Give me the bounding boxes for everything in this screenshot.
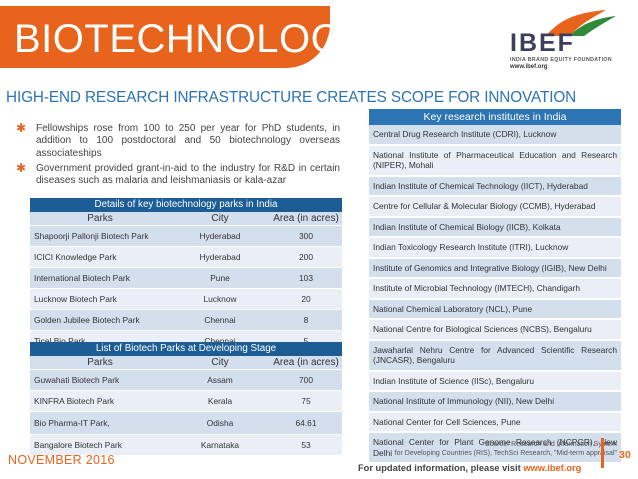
page-title: BIOTECHNOLOGY [14,17,370,61]
list-item: National Institute of Immunology (NII), … [369,392,621,413]
table-caption: List of Biotech Parks at Developing Stag… [30,342,342,356]
table-row: Bio Pharma-IT Park, Odisha 64.61 [30,412,342,435]
star-bullet-icon: ✱ [16,121,27,135]
ibef-logo-url: www.ibef.org [510,64,548,70]
list-item: National Center for Cell Sciences, Pune [369,412,621,433]
footer-link[interactable]: www.ibef.org [523,463,582,473]
table-row: Bangalore Biotech Park Karnataka 53 [30,435,342,456]
ibef-logo: IBEF [510,29,575,57]
table-row: Guwahati Biotech Park Assam 700 [30,370,342,391]
table-row: Golden Jubilee Biotech Park Chennai 8 [30,310,342,331]
list-item: National Chemical Laboratory (NCL), Pune [369,299,621,320]
column-header-area: Area (in acres) [273,357,339,368]
star-bullet-icon: ✱ [16,160,27,175]
table-row: ICICI Knowledge Park Hyderabad 200 [30,247,342,268]
source-note: Source: Research and Information System … [394,441,617,457]
column-header-city: City [211,213,229,224]
list-item: Central Drug Research Institute (CDRI), … [369,125,621,146]
list-item: Indian Institute of Chemical Biology (II… [369,217,621,238]
list-item: Indian Institute of Chemical Technology … [369,176,621,197]
bird-logo-icon [546,10,616,36]
panel-title: Key research institutes in India [369,109,621,125]
title-banner [0,6,330,68]
list-item: Indian Institute of Science (IISc), Beng… [369,371,621,392]
research-institutes-panel: Key research institutes in India Central… [369,109,621,464]
ibef-logo-subtitle: INDIA BRAND EQUITY FOUNDATION [510,57,612,63]
table-header: Parks City Area (in acres) [30,212,342,226]
table-row: International Biotech Park Pune 103 [30,268,342,289]
column-header-parks: Parks [87,357,113,368]
bullet-list: ✱ Fellowships rose from 100 to 250 per y… [14,121,340,190]
list-item: National Center for Plant Genome Researc… [369,433,621,464]
bullet-item: ✱ Government provided grant-in-aid to th… [16,160,340,187]
table-header: Parks City Area (in acres) [30,356,342,370]
column-header-parks: Parks [87,213,113,224]
list-item: National Centre for Biological Sciences … [369,320,621,341]
column-header-city: City [211,357,229,368]
column-header-area: Area (in acres) [273,213,339,224]
page-marker [601,438,604,468]
list-item: Institute of Microbial Technology (IMTEC… [369,279,621,300]
table-caption: Details of key biotechnology parks in In… [30,198,342,212]
biotech-parks-table: Details of key biotechnology parks in In… [30,198,342,352]
developing-parks-table: List of Biotech Parks at Developing Stag… [30,342,342,456]
list-item: Institute of Genomics and Integrative Bi… [369,258,621,279]
footer-date: NOVEMBER 2016 [8,453,115,467]
table-row: Shapoorji Pallonji Biotech Park Hyderaba… [30,226,342,247]
table-row: Lucknow Biotech Park Lucknow 20 [30,289,342,310]
list-item: National Institute of Pharmaceutical Edu… [369,145,621,177]
list-item: Centre for Cellular & Molecular Biology … [369,197,621,218]
table-row: KINFRA Biotech Park Kerala 75 [30,391,342,412]
section-subtitle: HIGH-END RESEARCH INFRASTRUCTURE CREATES… [6,89,577,106]
footer-note: For updated information, please visit ww… [358,463,582,473]
list-item: Jawaharlal Nehru Centre for Advanced Sci… [369,340,621,372]
page-number: 30 [619,449,631,461]
list-item: Indian Toxicology Research Institute (IT… [369,238,621,259]
bullet-item: ✱ Fellowships rose from 100 to 250 per y… [16,121,340,159]
